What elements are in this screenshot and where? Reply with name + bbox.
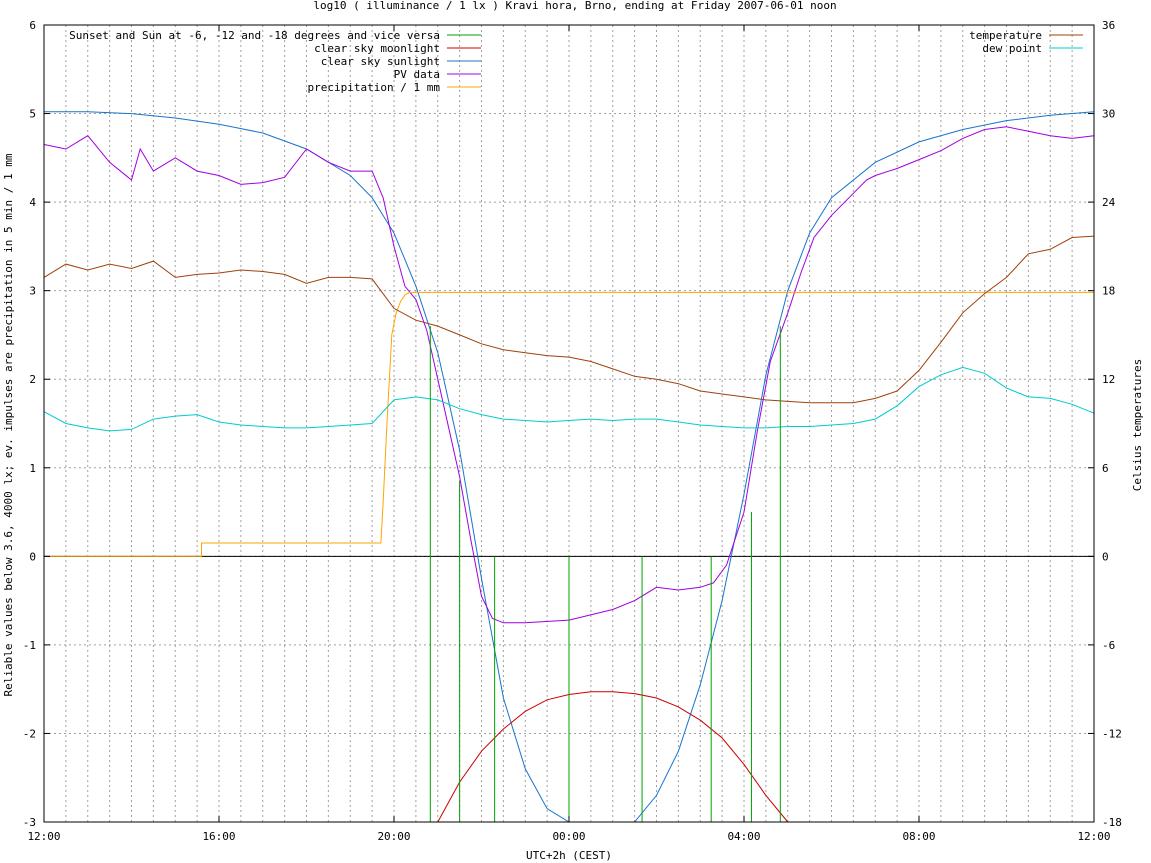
series-dew-point bbox=[43, 366, 1095, 432]
y-tick-label: 2 bbox=[29, 373, 36, 386]
series-precipitation-1-mm bbox=[44, 291, 1094, 557]
y2-tick-label: 24 bbox=[1102, 196, 1116, 209]
legend-entry-label: temperature bbox=[969, 29, 1042, 42]
y2-tick-label: 36 bbox=[1102, 19, 1115, 32]
y-tick-label: 0 bbox=[29, 550, 36, 563]
series-layer bbox=[43, 111, 1095, 823]
y-tick-label: 4 bbox=[29, 196, 36, 209]
series-clear-sky-moonlight bbox=[437, 691, 789, 823]
series-temperature bbox=[43, 235, 1095, 404]
legend-entry-label: Sunset and Sun at -6, -12 and -18 degree… bbox=[69, 29, 440, 42]
y-tick-label: -3 bbox=[23, 816, 36, 829]
x-tick-label: 20:00 bbox=[377, 830, 410, 843]
y-tick-label: 5 bbox=[29, 108, 36, 121]
legend-entry-label: precipitation / 1 mm bbox=[308, 81, 441, 94]
series-pv-data bbox=[43, 126, 1095, 624]
axes: -3 -18 -2 -12 -1 -6 0 0 1 6 2 12 3 18 4 24 5 30 6 36 12:00 16… bbox=[23, 19, 1122, 843]
y-tick-label: 1 bbox=[29, 462, 36, 475]
sun-events bbox=[429, 326, 781, 822]
x-tick-label: 16:00 bbox=[202, 830, 235, 843]
y-tick-label: -1 bbox=[23, 639, 36, 652]
y-tick-label: -2 bbox=[23, 727, 36, 740]
y2-tick-label: 30 bbox=[1102, 108, 1115, 121]
y2-axis-label: Celsius temperatures bbox=[1131, 359, 1144, 491]
y2-tick-label: 18 bbox=[1102, 285, 1115, 298]
y2-tick-label: -6 bbox=[1102, 639, 1115, 652]
x-tick-label: 08:00 bbox=[902, 830, 935, 843]
legend-entry-label: dew point bbox=[982, 42, 1042, 55]
legend-entry-label: clear sky moonlight bbox=[314, 42, 440, 55]
legend-left: Sunset and Sun at -6, -12 and -18 degree… bbox=[69, 29, 481, 94]
y2-tick-label: -12 bbox=[1102, 727, 1122, 740]
x-tick-label: 12:00 bbox=[27, 830, 60, 843]
y2-tick-label: 0 bbox=[1102, 550, 1109, 563]
x-tick-label: 04:00 bbox=[727, 830, 760, 843]
x-tick-label: 12:00 bbox=[1077, 830, 1110, 843]
x-tick-label: 00:00 bbox=[552, 830, 585, 843]
y-tick-label: 3 bbox=[29, 285, 36, 298]
y-tick-label: 6 bbox=[29, 19, 36, 32]
y-axis-label: Reliable values below 3.6, 4000 lx; ev. … bbox=[2, 153, 15, 696]
y2-tick-label: 12 bbox=[1102, 373, 1115, 386]
x-axis-label: UTC+2h (CEST) bbox=[526, 849, 612, 862]
legend-entry-label: clear sky sunlight bbox=[321, 55, 440, 68]
chart-title: log10 ( illuminance / 1 lx ) Kravi hora,… bbox=[313, 0, 836, 12]
y2-tick-label: -18 bbox=[1102, 816, 1122, 829]
legend-entry-label: PV data bbox=[394, 68, 440, 81]
y2-tick-label: 6 bbox=[1102, 462, 1109, 475]
